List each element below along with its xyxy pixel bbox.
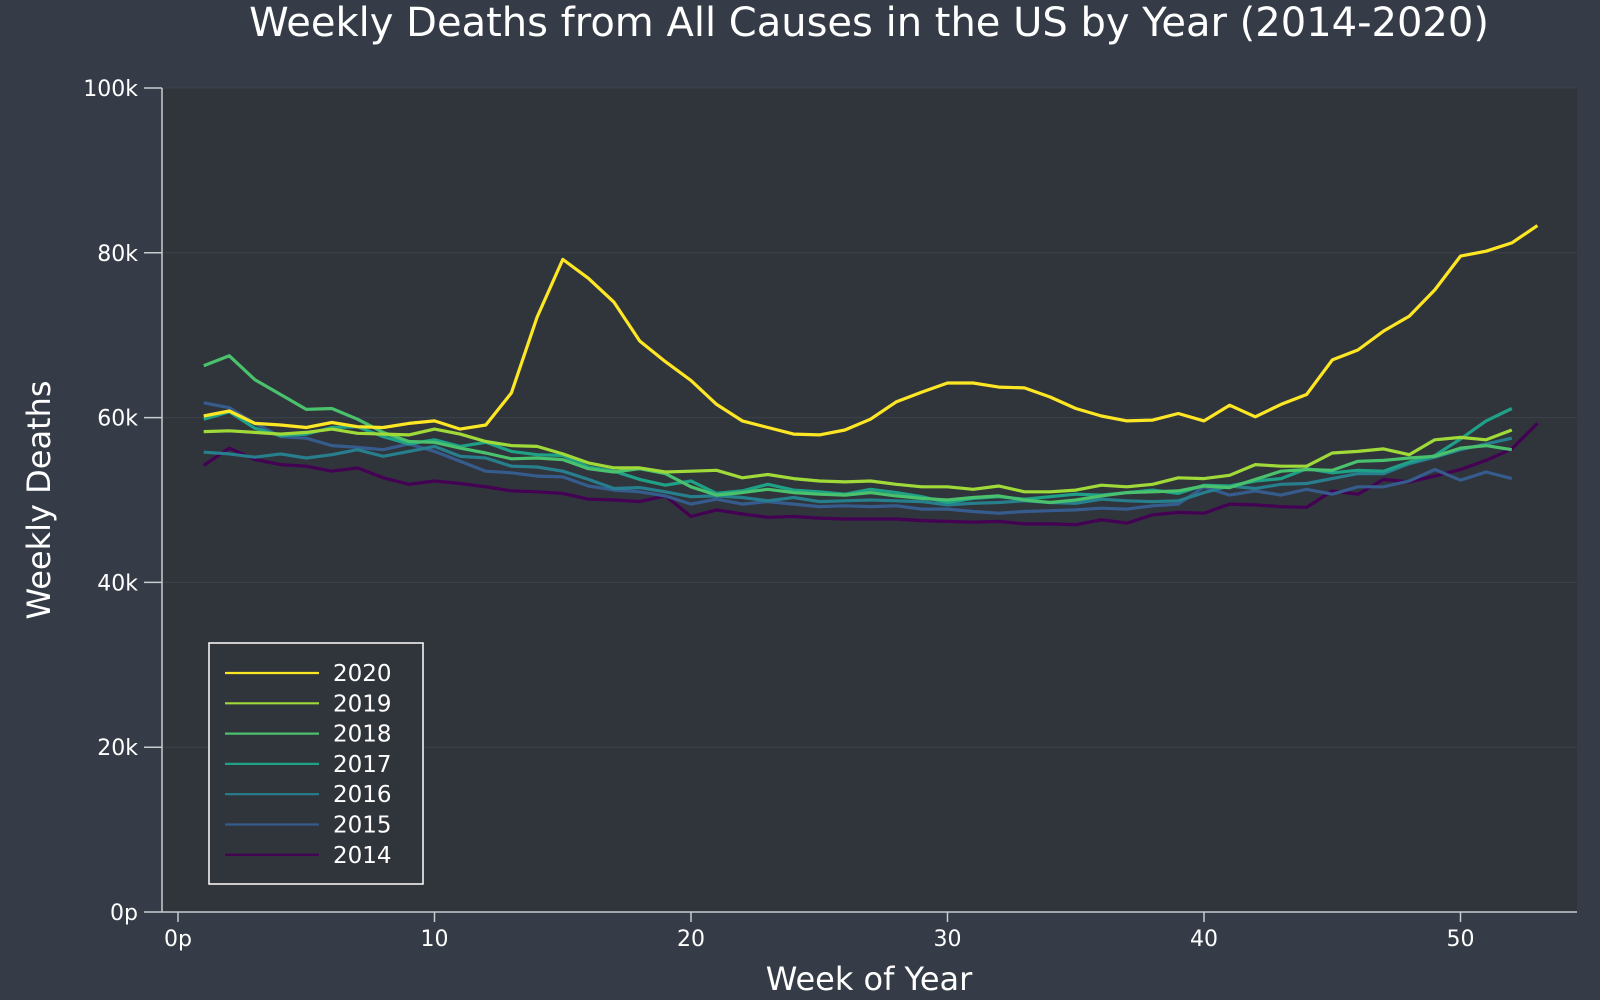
y-tick-label: 40k bbox=[97, 571, 138, 596]
x-axis-label: Week of Year bbox=[766, 960, 973, 998]
chart-title: Weekly Deaths from All Causes in the US … bbox=[249, 0, 1489, 46]
y-tick-label: 60k bbox=[97, 407, 138, 432]
series-lines bbox=[202, 224, 1539, 527]
legend-label-2016: 2016 bbox=[333, 782, 392, 808]
legend-label-2018: 2018 bbox=[333, 722, 392, 748]
legend-label-2019: 2019 bbox=[333, 691, 392, 717]
legend-label-2015: 2015 bbox=[333, 813, 392, 839]
legend: 2020 2019 2018 2017 2016 2015 2014 bbox=[208, 642, 424, 885]
x-tick-label: 40 bbox=[1190, 927, 1218, 952]
legend-label-2014: 2014 bbox=[333, 843, 392, 869]
series-line-2016 bbox=[203, 436, 1513, 507]
axes bbox=[161, 88, 1577, 913]
x-tick-label: 0p bbox=[164, 927, 192, 952]
y-ticks: 0p 20k 40k 60k 80k 100k bbox=[83, 77, 162, 926]
x-tick-label: 10 bbox=[421, 927, 449, 952]
y-axis-label: Weekly Deaths bbox=[20, 380, 58, 619]
x-tick-label: 30 bbox=[934, 927, 962, 952]
series-line-2020 bbox=[203, 224, 1539, 437]
series-line-2014 bbox=[202, 422, 1539, 527]
legend-items: 2020 2019 2018 2017 2016 2015 2014 bbox=[225, 661, 392, 869]
x-tick-label: 50 bbox=[1447, 927, 1475, 952]
legend-label-2020: 2020 bbox=[333, 661, 392, 687]
x-tick-label: 20 bbox=[677, 927, 705, 952]
y-tick-label: 100k bbox=[83, 77, 138, 102]
x-ticks: 0p 10 20 30 40 50 bbox=[164, 912, 1475, 952]
y-tick-label: 80k bbox=[97, 242, 138, 267]
series-line-2019 bbox=[203, 427, 1513, 494]
y-tick-label: 0p bbox=[110, 901, 138, 926]
y-tick-label: 20k bbox=[97, 736, 138, 761]
legend-label-2017: 2017 bbox=[333, 752, 392, 778]
series-line-2018 bbox=[203, 354, 1513, 505]
